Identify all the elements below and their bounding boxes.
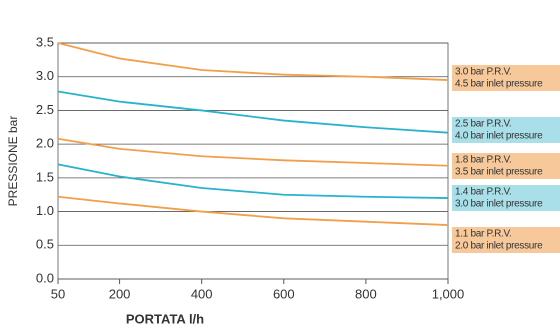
y-tick-label: 2.5 (36, 102, 54, 117)
legend-box (452, 65, 560, 91)
legend-label: 3.0 bar P.R.V. (455, 67, 511, 78)
x-axis-label: PORTATA l/h (126, 311, 204, 326)
x-tick-label: 200 (109, 286, 131, 301)
y-tick-label: 3.0 (36, 68, 54, 83)
x-tick-label: 50 (51, 286, 65, 301)
y-tick-label: 1.5 (36, 169, 54, 184)
legend-label: 1.8 bar P.R.V. (455, 155, 511, 166)
legend-label: 1.4 bar P.R.V. (455, 187, 511, 198)
series-line (57, 195, 449, 226)
legend-box (452, 227, 560, 253)
series-line (57, 42, 449, 81)
plot-frame (57, 42, 449, 280)
x-tick-label: 800 (355, 286, 377, 301)
legend-label: 1.1 bar P.R.V. (455, 229, 511, 240)
legend-box (452, 153, 560, 179)
y-axis-label: PRESSIONE bar (6, 116, 20, 207)
series-line (57, 163, 449, 199)
x-tick-label: 600 (273, 286, 295, 301)
legend-label: 2.5 bar P.R.V. (455, 119, 511, 130)
legend-sublabel: 2.0 bar inlet pressure (455, 241, 543, 252)
legend-sublabel: 3.0 bar inlet pressure (455, 199, 543, 210)
series-line (57, 90, 449, 134)
series-line (57, 137, 449, 167)
legend-sublabel: 4.5 bar inlet pressure (455, 79, 543, 90)
y-tick-label: 0.0 (36, 270, 54, 285)
legend-box (452, 185, 560, 211)
legend-sublabel: 3.5 bar inlet pressure (455, 167, 543, 178)
x-tick-label: 1,000 (432, 286, 465, 301)
y-tick-label: 2.0 (36, 136, 54, 151)
legend-box (452, 117, 560, 143)
y-tick-label: 3.5 (36, 34, 54, 49)
x-tick-label: 400 (191, 286, 213, 301)
y-tick-label: 0.5 (36, 237, 54, 252)
y-tick-label: 1.0 (36, 203, 54, 218)
legend-sublabel: 4.0 bar inlet pressure (455, 131, 543, 142)
